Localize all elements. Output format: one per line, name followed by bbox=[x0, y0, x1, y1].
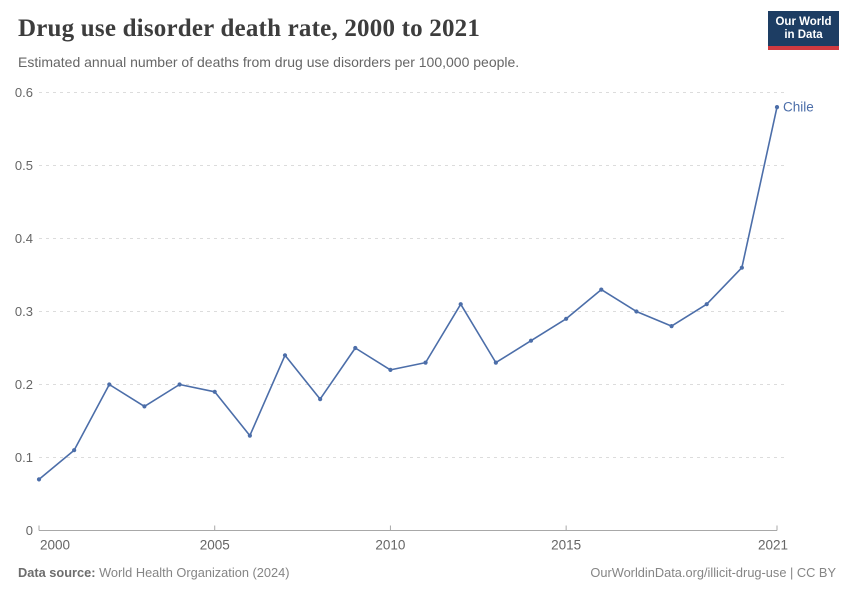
data-point-marker[interactable] bbox=[423, 360, 428, 365]
data-point-marker[interactable] bbox=[458, 302, 463, 307]
x-axis-tick-label: 2005 bbox=[200, 538, 230, 553]
entity-label-chile[interactable]: Chile bbox=[783, 100, 814, 115]
chile-line-series[interactable] bbox=[38, 106, 778, 481]
data-point-marker[interactable] bbox=[739, 265, 744, 270]
x-axis-tick-label: 2010 bbox=[375, 538, 405, 553]
data-point-marker[interactable] bbox=[36, 477, 42, 482]
data-point-marker[interactable] bbox=[282, 353, 288, 358]
y-axis-tick-label: 0.1 bbox=[15, 450, 33, 465]
data-point-marker[interactable] bbox=[599, 287, 604, 292]
x-axis-tick-label: 2021 bbox=[758, 538, 788, 553]
y-axis-tick-label: 0 bbox=[26, 523, 33, 538]
data-source-label: Data source: bbox=[18, 565, 96, 580]
chart-title: Drug use disorder death rate, 2000 to 20… bbox=[18, 15, 481, 42]
data-source-value: World Health Organization (2024) bbox=[95, 565, 290, 580]
data-point-marker[interactable] bbox=[493, 360, 498, 365]
data-point-marker[interactable] bbox=[774, 105, 780, 110]
data-point-marker[interactable] bbox=[528, 338, 534, 343]
line-chart-plot-area[interactable]: 0 0.1 0.2 0.3 0.4 0.5 0.6 2000 2005 2010 2015 2021 C… bbox=[0, 80, 850, 560]
y-axis-tick-label: 0.3 bbox=[15, 304, 33, 319]
owid-logo-text-line1: Our World bbox=[775, 16, 832, 28]
data-point-marker[interactable] bbox=[247, 433, 252, 438]
data-point-marker[interactable] bbox=[212, 389, 217, 394]
data-point-marker[interactable] bbox=[634, 309, 639, 314]
data-point-marker[interactable] bbox=[704, 302, 709, 307]
owid-logo-text-line2: in Data bbox=[784, 29, 823, 41]
owid-logo[interactable]: Our World in Data bbox=[768, 11, 839, 50]
data-point-marker[interactable] bbox=[388, 367, 393, 372]
y-axis-tick-label: 0.2 bbox=[15, 377, 33, 392]
y-axis-tick-label: 0.5 bbox=[15, 158, 33, 173]
data-point-marker[interactable] bbox=[177, 382, 182, 387]
data-source-note: Data source: World Health Organization (… bbox=[18, 565, 289, 581]
data-point-marker[interactable] bbox=[142, 404, 147, 409]
data-point-marker[interactable] bbox=[318, 397, 323, 402]
x-axis-tick-label: 2000 bbox=[40, 538, 70, 553]
data-point-marker[interactable] bbox=[107, 382, 112, 387]
y-axis-tick-label: 0.6 bbox=[15, 85, 33, 100]
chart-subtitle: Estimated annual number of deaths from d… bbox=[18, 54, 520, 70]
chart-footer: Data source: World Health Organization (… bbox=[0, 565, 850, 581]
y-axis-tick-label: 0.4 bbox=[15, 231, 33, 246]
data-point-marker[interactable] bbox=[72, 448, 77, 453]
data-point-marker[interactable] bbox=[353, 345, 358, 351]
credit-link[interactable]: OurWorldinData.org/illicit-drug-use | CC… bbox=[590, 565, 836, 580]
data-point-marker[interactable] bbox=[669, 324, 674, 329]
data-point-marker[interactable] bbox=[564, 316, 569, 321]
x-axis-tick-label: 2015 bbox=[551, 538, 581, 553]
